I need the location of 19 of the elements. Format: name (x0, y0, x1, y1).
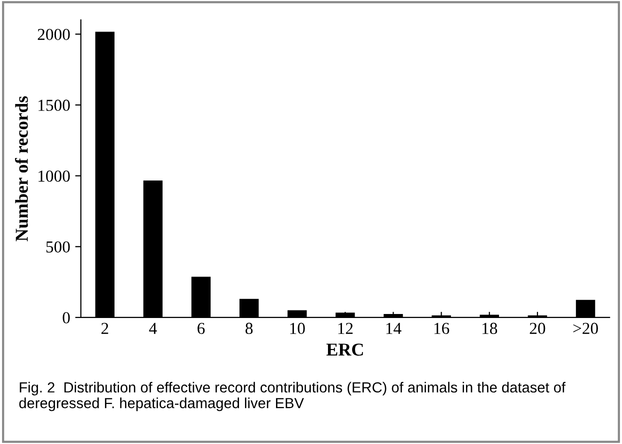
x-tick-label: >20 (573, 322, 598, 334)
y-tick-label: 500 (46, 241, 70, 253)
y-axis-title: Number of records (14, 96, 28, 242)
x-tick-label: 8 (246, 322, 253, 334)
x-tick-label: 12 (338, 322, 353, 334)
x-tick-label: 6 (198, 322, 205, 334)
y-tick-label: 0 (62, 312, 70, 324)
x-axis-title: ERC (326, 344, 363, 356)
x-tick-label: 18 (482, 322, 498, 334)
y-tick-label: 2000 (38, 28, 70, 40)
x-tick-label: 16 (434, 322, 450, 334)
y-tick-label: 1500 (38, 100, 70, 111)
x-tick-label: 14 (386, 322, 402, 334)
x-tick-label: 2 (101, 322, 108, 334)
x-tick-label: 10 (290, 322, 305, 334)
x-tick-label: 4 (149, 322, 157, 334)
y-tick-label: 1000 (38, 170, 70, 182)
x-tick-label: 20 (530, 322, 546, 334)
caption: Fig. 2 Distribution of effective record contributions (ERC) of animals in the dataset of deregressed F. hepatica-damaged liver EBV (19, 382, 566, 412)
